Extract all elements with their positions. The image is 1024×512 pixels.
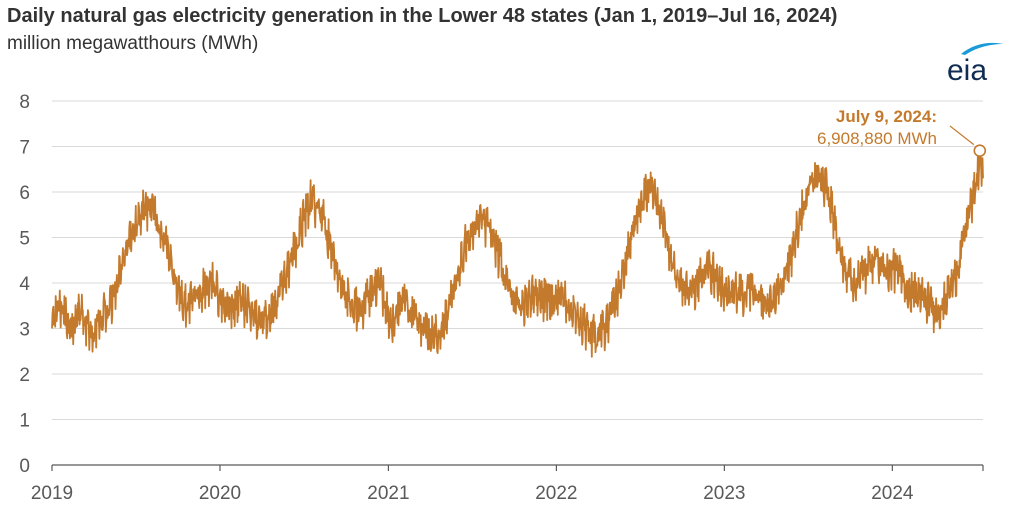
x-tick-label-2020: 2020 <box>199 483 241 504</box>
x-tick-label-2021: 2021 <box>367 483 409 504</box>
logo-text: eia <box>947 54 987 84</box>
x-tick-label-2022: 2022 <box>535 483 577 504</box>
x-tick-label-2024: 2024 <box>871 483 914 504</box>
annotation-value: 6,908,880 MWh <box>817 129 937 148</box>
annotation-leader <box>949 125 975 146</box>
annotation-layer: July 9, 2024: 6,908,880 MWh <box>817 107 987 157</box>
chart-title: Daily natural gas electricity generation… <box>7 5 838 27</box>
series-line <box>51 147 984 358</box>
y-tick-label-7: 7 <box>19 138 30 159</box>
x-tick-label-2023: 2023 <box>703 483 745 504</box>
y-tick-label-4: 4 <box>19 274 30 295</box>
y-tick-label-2: 2 <box>19 365 30 386</box>
y-tick-label-3: 3 <box>19 320 30 341</box>
x-axis: 2019 2020 2021 2022 2023 2024 <box>31 464 984 504</box>
y-tick-label-6: 6 <box>19 183 30 204</box>
y-tick-label-1: 1 <box>19 411 30 432</box>
series-layer <box>51 147 984 358</box>
annotation-title: July 9, 2024: <box>836 107 937 126</box>
annotation-marker <box>973 144 987 157</box>
eia-logo: eia <box>947 42 1003 84</box>
y-tick-label-8: 8 <box>19 92 30 113</box>
logo-swoosh <box>961 42 1003 55</box>
y-axis-ticks: 0 1 2 3 4 5 6 7 8 <box>19 92 30 477</box>
y-tick-label-5: 5 <box>19 229 30 250</box>
x-tick-label-2019: 2019 <box>31 483 73 504</box>
chart-subtitle: million megawatthours (MWh) <box>7 33 259 54</box>
y-tick-label-0: 0 <box>19 456 30 477</box>
